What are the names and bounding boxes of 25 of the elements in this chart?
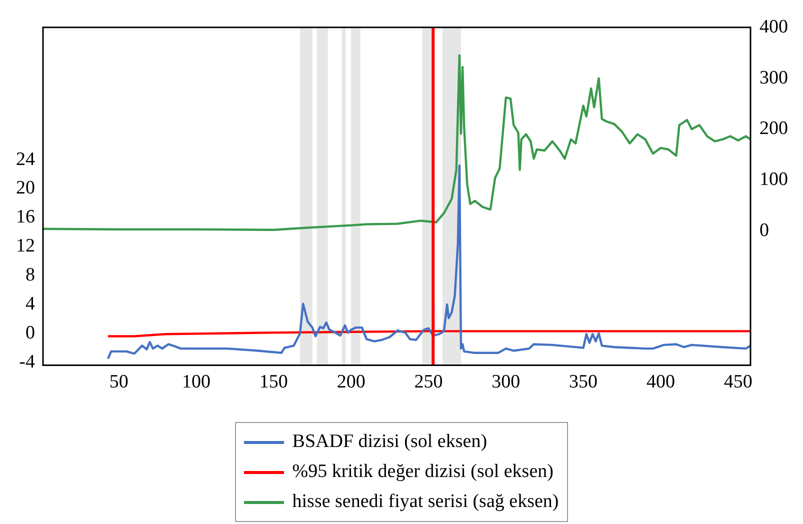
y-tick-label: 8: [26, 264, 35, 286]
x-tick-label: 100: [182, 372, 211, 393]
legend-label: %95 kritik değer dizisi (sol eksen): [292, 460, 554, 484]
x-tick-label: 450: [724, 372, 752, 393]
y-tick-label: 16: [16, 206, 35, 228]
x-tick-label: 250: [414, 372, 443, 393]
y-tick-label: 4: [26, 293, 36, 314]
y-tick-label: -4: [19, 351, 36, 372]
y-tick-label: 20: [16, 178, 35, 199]
x-tick-label: 150: [259, 372, 288, 393]
y-tick-label: 24: [16, 148, 36, 170]
y-tick-label: 12: [16, 236, 35, 257]
x-tick-label: 50: [109, 372, 128, 393]
y2-tick-label: 0: [760, 220, 769, 241]
x-tick-label: 400: [646, 372, 675, 393]
y2-tick-label: 400: [760, 16, 788, 38]
legend-label: BSADF dizisi (sol eksen): [292, 430, 488, 454]
y2-tick-label: 200: [760, 118, 788, 140]
y-tick-label: 0: [26, 322, 35, 344]
y2-tick-label: 100: [760, 169, 788, 190]
x-tick-label: 300: [492, 372, 520, 393]
x-tick-label: 200: [336, 372, 366, 393]
x-tick-label: 350: [569, 372, 598, 393]
legend-label: hisse senedi fiyat serisi (sağ eksen): [292, 490, 559, 514]
y2-tick-label: 300: [760, 67, 788, 88]
